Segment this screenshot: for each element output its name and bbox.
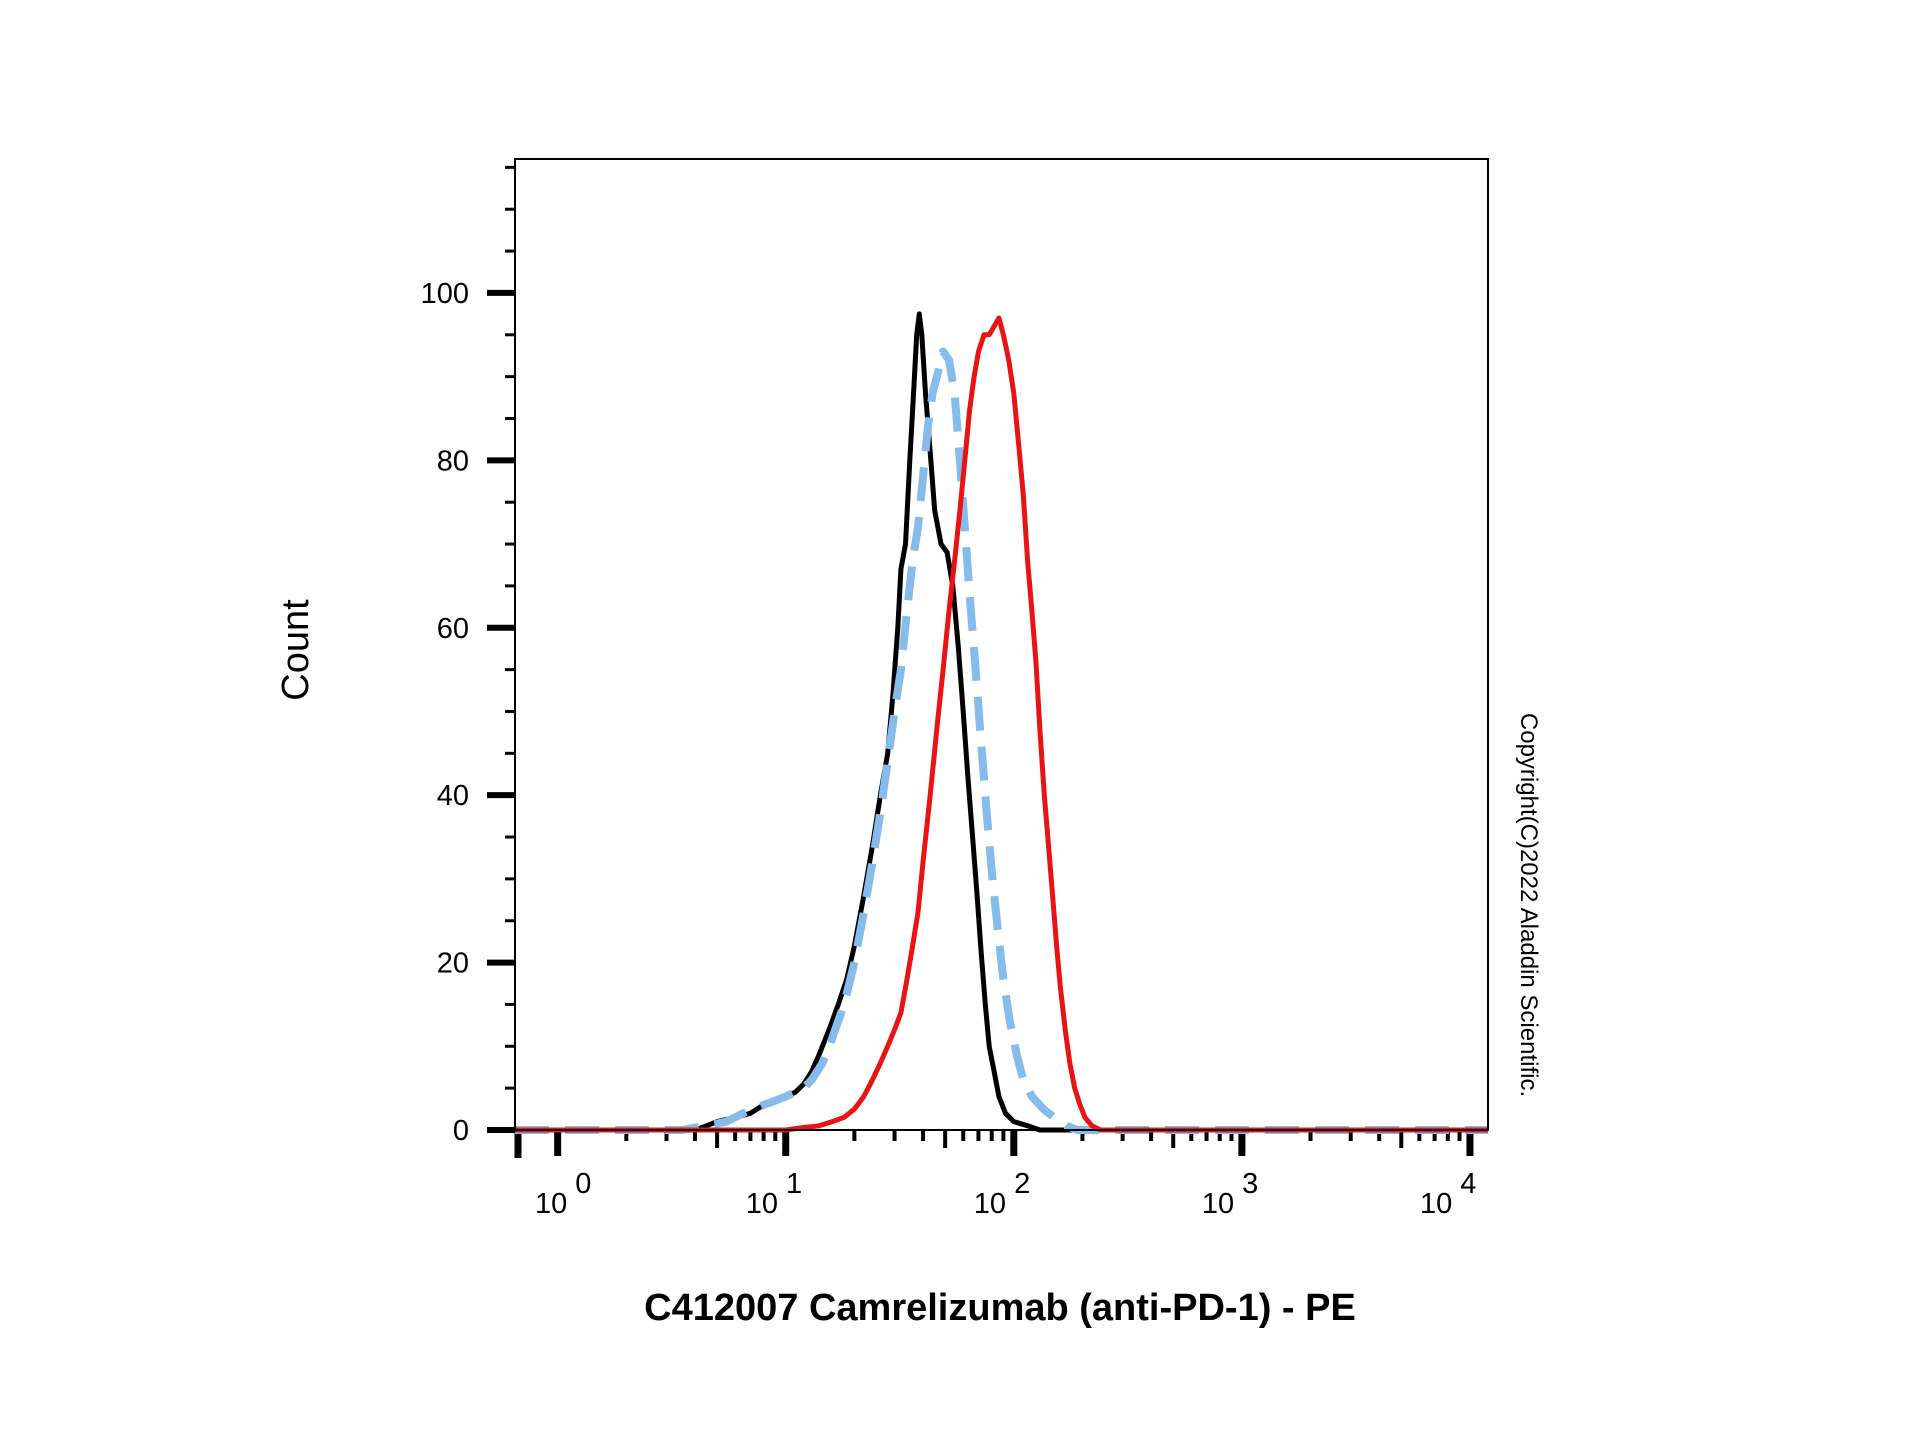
x-tick-base: 10	[1420, 1188, 1452, 1220]
x-tick-exponent: 1	[786, 1168, 802, 1200]
histogram-series	[515, 311, 1488, 1134]
x-tick-label: 103	[1202, 1168, 1258, 1220]
y-tick-label: 80	[437, 445, 469, 477]
x-tick-base: 10	[746, 1188, 778, 1220]
blue-dashed-histogram-line	[515, 347, 1488, 1134]
x-tick-base: 10	[1202, 1188, 1234, 1220]
y-tick-label: 40	[437, 780, 469, 812]
black-histogram-line	[515, 311, 1488, 1133]
x-tick-label: 104	[1420, 1168, 1476, 1220]
y-tick-label: 0	[453, 1115, 469, 1147]
x-axis-title: C412007 Camrelizumab (anti-PD-1) - PE	[644, 1287, 1356, 1329]
y-tick-label: 100	[421, 278, 469, 310]
y-tick-label: 60	[437, 613, 469, 645]
x-tick-label: 102	[974, 1168, 1030, 1220]
copyright-text: Copyright(C)2022 Aladdin Scientific.	[1515, 713, 1542, 1097]
x-tick-exponent: 0	[575, 1168, 591, 1200]
y-axis-title: Count	[275, 599, 317, 701]
x-tick-exponent: 2	[1014, 1168, 1030, 1200]
y-axis-ticks: 0 20 40 60 80 100	[421, 165, 515, 1147]
x-tick-exponent: 4	[1460, 1168, 1476, 1200]
x-tick-label: 101	[746, 1168, 802, 1220]
y-tick-label: 20	[437, 948, 469, 980]
red-histogram-line	[515, 315, 1488, 1133]
plot-frame	[514, 158, 1489, 1131]
x-tick-exponent: 3	[1242, 1168, 1258, 1200]
x-tick-base: 10	[535, 1188, 567, 1220]
x-tick-label: 100	[535, 1168, 591, 1220]
x-tick-base: 10	[974, 1188, 1006, 1220]
